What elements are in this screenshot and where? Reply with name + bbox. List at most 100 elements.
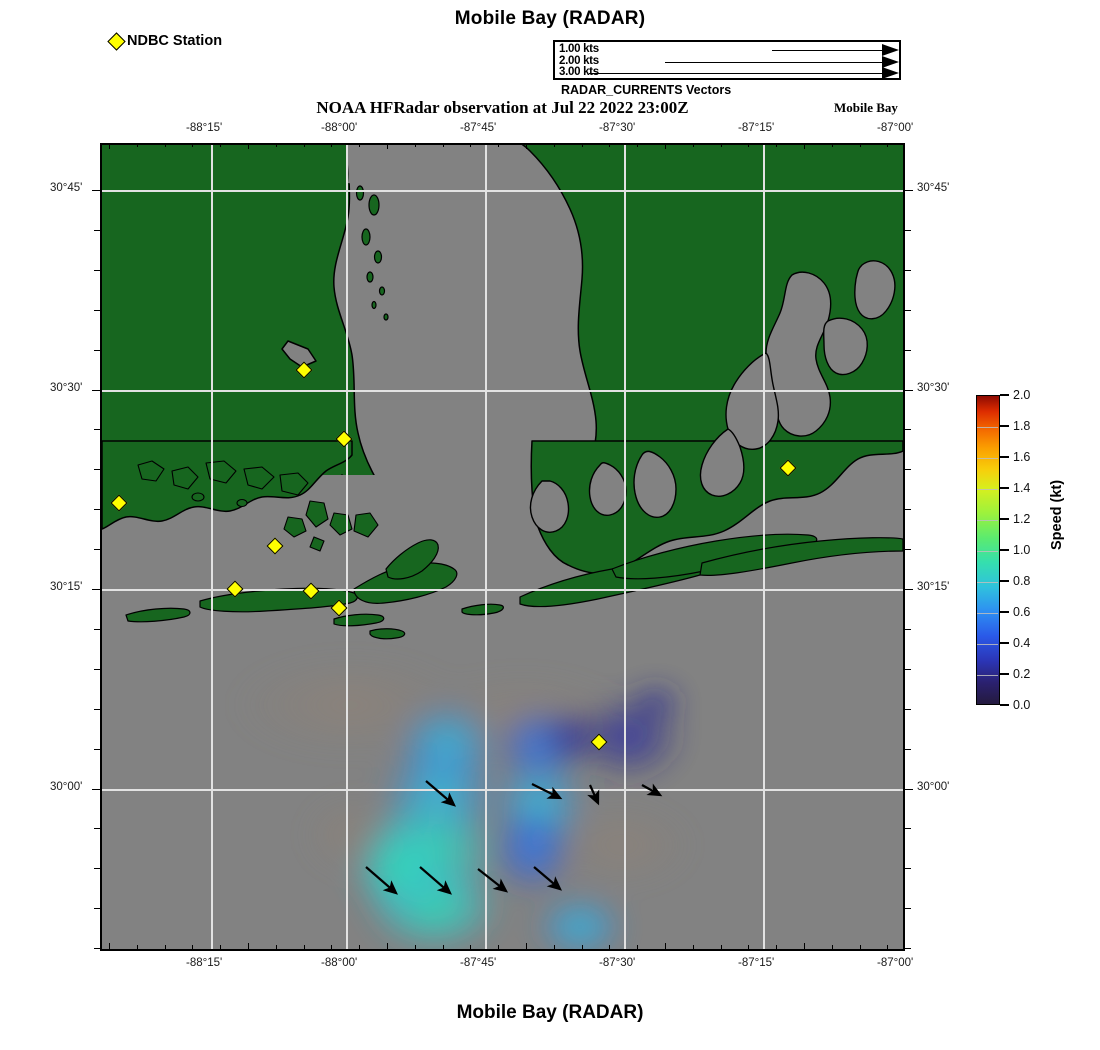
tick-top-major bbox=[109, 143, 110, 149]
tick-top-minor bbox=[359, 143, 361, 147]
tick-left-minor bbox=[94, 549, 100, 551]
tick-top-minor bbox=[331, 143, 333, 147]
vector-legend-caption: RADAR_CURRENTS Vectors bbox=[561, 83, 732, 97]
colorbar-tick bbox=[1000, 394, 1009, 396]
tick-left-minor bbox=[94, 349, 100, 351]
colorbar-tick bbox=[1000, 425, 1009, 427]
tick-right-minor bbox=[905, 628, 911, 630]
tick-right-minor bbox=[905, 668, 911, 670]
ndbc-station-legend: NDBC Station bbox=[107, 32, 223, 51]
tick-top-minor bbox=[164, 143, 166, 147]
tick-right-minor bbox=[905, 509, 911, 511]
observation-subtitle: NOAA HFRadar observation at Jul 22 2022 … bbox=[316, 98, 689, 117]
gridline-lon-8815 bbox=[211, 145, 213, 949]
tick-right-major bbox=[905, 190, 913, 191]
colorbar-tick-label: 0.8 bbox=[1013, 574, 1031, 588]
tick-bottom-minor bbox=[581, 945, 583, 951]
axis-label-left-3: 30°00' bbox=[50, 781, 83, 793]
tick-bottom-minor bbox=[331, 945, 333, 951]
axis-label-bottom-0: -88°15' bbox=[186, 957, 223, 969]
tick-top-major bbox=[526, 143, 527, 149]
colorbar-tick bbox=[1000, 518, 1009, 520]
tick-right-minor bbox=[905, 229, 911, 231]
axis-label-right-2: 30°15' bbox=[917, 581, 950, 593]
tick-bottom-minor bbox=[498, 945, 500, 951]
tick-right-minor bbox=[905, 708, 911, 710]
vector-legend-label-2: 2.00 kts bbox=[559, 54, 599, 67]
tick-left-major bbox=[92, 788, 100, 790]
tick-bottom-minor bbox=[720, 945, 722, 951]
gridline-lat-3030 bbox=[102, 390, 903, 392]
tick-right-minor bbox=[905, 309, 911, 311]
vector-arrowhead-3 bbox=[882, 67, 899, 79]
gridline-lon-8730 bbox=[624, 145, 626, 949]
colorbar-tick bbox=[1000, 456, 1009, 458]
map-plot-area[interactable] bbox=[100, 143, 905, 951]
tick-top-minor bbox=[859, 143, 861, 147]
tick-top-minor bbox=[442, 143, 444, 147]
tick-bottom-minor bbox=[748, 945, 750, 951]
ndbc-station-legend-label: NDBC Station bbox=[127, 33, 223, 49]
axis-label-top-2: -87°45' bbox=[460, 122, 497, 134]
current-vector-arrow bbox=[533, 866, 563, 891]
colorbar-tick bbox=[1000, 704, 1009, 706]
vector-shaft-2 bbox=[665, 61, 882, 63]
tick-bottom-major bbox=[109, 943, 110, 951]
tick-top-minor bbox=[692, 143, 694, 147]
tick-bottom-minor bbox=[776, 945, 778, 951]
colorbar-tick bbox=[1000, 673, 1009, 675]
tick-bottom-minor bbox=[220, 945, 222, 951]
colorbar-tick-label: 1.6 bbox=[1013, 450, 1031, 464]
tick-right-major bbox=[905, 788, 913, 790]
tick-bottom-minor bbox=[470, 945, 472, 951]
tick-bottom-minor bbox=[164, 945, 166, 951]
vector-legend-row-2: 2.00 kts bbox=[555, 54, 899, 68]
tick-bottom-minor bbox=[553, 945, 555, 951]
colorbar-tick bbox=[1000, 487, 1009, 489]
tick-left-minor bbox=[94, 309, 100, 311]
axis-label-right-1: 30°30' bbox=[917, 382, 950, 394]
tick-top-major bbox=[665, 143, 666, 149]
colorbar-tick-label: 1.8 bbox=[1013, 419, 1031, 433]
gridline-lat-3015 bbox=[102, 589, 903, 591]
vector-arrowhead-2 bbox=[882, 55, 899, 68]
axis-label-left-1: 30°30' bbox=[50, 382, 83, 394]
current-vector-arrow bbox=[425, 780, 457, 807]
tick-top-minor bbox=[303, 143, 305, 147]
tick-bottom-major bbox=[526, 943, 527, 951]
axis-label-right-3: 30°00' bbox=[917, 781, 950, 793]
colorbar-tick bbox=[1000, 611, 1009, 613]
current-vector-arrow bbox=[587, 784, 600, 806]
tick-left-minor bbox=[94, 868, 100, 870]
tick-left-minor bbox=[94, 748, 100, 750]
current-vector-arrow bbox=[531, 783, 563, 800]
current-vector-arrow bbox=[365, 866, 398, 895]
tick-right-minor bbox=[905, 908, 911, 910]
colorbar-tick-label: 1.2 bbox=[1013, 512, 1031, 526]
axis-label-left-2: 30°15' bbox=[50, 581, 83, 593]
tick-left-minor bbox=[94, 948, 100, 950]
vector-arrowhead-1 bbox=[882, 44, 899, 56]
tick-bottom-minor bbox=[831, 945, 833, 951]
colorbar-tick-label: 0.6 bbox=[1013, 605, 1031, 619]
axis-label-top-0: -88°15' bbox=[186, 122, 223, 134]
tick-top-minor bbox=[637, 143, 639, 147]
gridline-lon-8745 bbox=[485, 145, 487, 949]
tick-right-minor bbox=[905, 349, 911, 351]
current-vector-arrow bbox=[419, 866, 452, 895]
tick-right-major bbox=[905, 389, 913, 391]
colorbar-tick bbox=[1000, 580, 1009, 582]
colorbar-tick bbox=[1000, 642, 1009, 644]
axis-label-top-4: -87°15' bbox=[738, 122, 775, 134]
tick-left-minor bbox=[94, 668, 100, 670]
speed-field-heatmap-lower bbox=[230, 655, 696, 949]
tick-bottom-minor bbox=[887, 945, 889, 951]
tick-right-minor bbox=[905, 748, 911, 750]
footer-title: Mobile Bay (RADAR) bbox=[456, 1002, 644, 1023]
colorbar-tick-label: 0.4 bbox=[1013, 636, 1031, 650]
tick-top-minor bbox=[498, 143, 500, 147]
colorbar-tick-label: 1.4 bbox=[1013, 481, 1031, 495]
tick-bottom-minor bbox=[414, 945, 416, 951]
tick-right-minor bbox=[905, 868, 911, 870]
current-vector-arrow bbox=[641, 783, 663, 797]
